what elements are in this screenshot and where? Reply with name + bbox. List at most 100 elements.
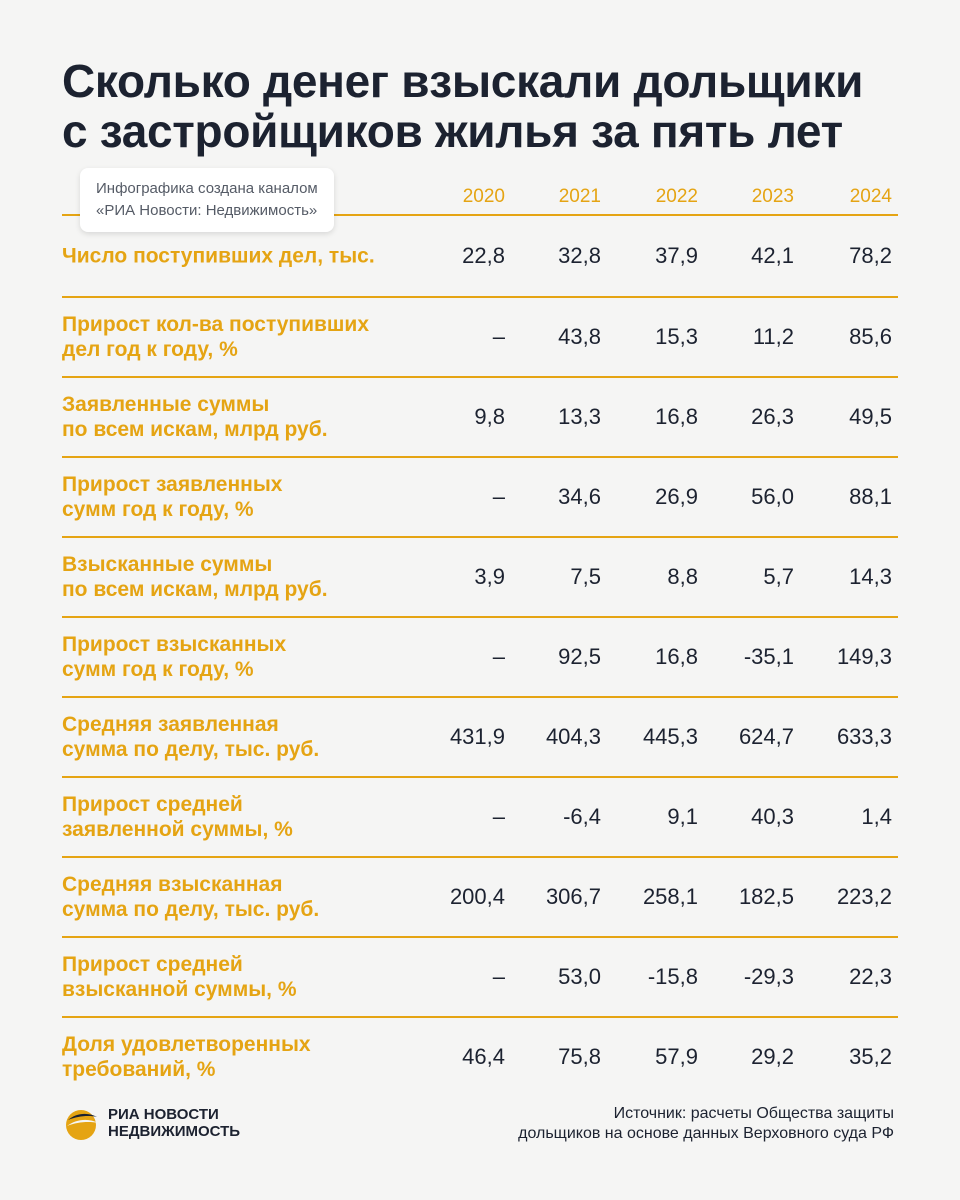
table-cell: 306,7 (545, 884, 601, 909)
table-cell: 182,5 (738, 884, 794, 909)
row-label-line: Прирост средней (62, 793, 243, 816)
table-cell: – (492, 484, 505, 509)
row-label-line: Прирост взысканных (62, 633, 287, 656)
table-body: Число поступивших дел, тыс. 22,8 32,8 37,9 4… (62, 216, 898, 1096)
row-label-line: Заявленные суммы (62, 393, 270, 416)
ria-logo: РИА НОВОСТИ НЕДВИЖИМОСТЬ (62, 1104, 240, 1142)
table-cell: 445,3 (642, 724, 698, 749)
row-label-line: сумм год к году, % (62, 658, 254, 681)
table-cell: 42,1 (751, 243, 794, 268)
table-cell: 7,5 (570, 564, 601, 589)
column-header: 2021 (558, 186, 601, 207)
row-label-line: сумм год к году, % (62, 498, 254, 521)
row-label: Прирост взысканных сумм год к году, % (62, 632, 422, 682)
table-cell: 56,0 (751, 484, 794, 509)
row-label: Прирост заявленных сумм год к году, % (62, 472, 422, 522)
table-cell: – (492, 324, 505, 349)
table-cell: 26,9 (655, 484, 698, 509)
row-label-line: Средняя взысканная (62, 873, 283, 896)
table-cell: 13,3 (558, 404, 601, 429)
row-label-line: дел год к году, % (62, 338, 238, 361)
logo-line: НЕДВИЖИМОСТЬ (108, 1123, 241, 1140)
source-note: Источник: расчеты Общества защиты дольщи… (518, 1104, 894, 1144)
page-title: Сколько денег взыскали дольщики с застро… (62, 56, 922, 156)
table-cell: 633,3 (836, 724, 892, 749)
table-cell: 149,3 (836, 644, 892, 669)
table-row: Средняя заявленная сумма по делу, тыс. ру… (62, 698, 898, 778)
table-cell: 11,2 (752, 324, 794, 349)
table-cell: – (492, 964, 505, 989)
source-line: дольщиков на основе данных Верховного су… (518, 1125, 894, 1142)
row-label: Прирост кол-ва поступивших дел год к году… (62, 312, 422, 362)
row-label: Заявленные суммы по всем искам, млрд руб. (62, 392, 422, 442)
row-label-line: Взысканные суммы (62, 553, 273, 576)
table-cell: 9,8 (474, 404, 505, 429)
column-header: 2023 (751, 186, 794, 207)
row-label-line: по всем искам, млрд руб. (62, 578, 328, 601)
table-cell: 40,3 (751, 804, 794, 829)
table-cell: 26,3 (751, 404, 794, 429)
credit-badge: Инфографика создана каналом «РИА Новости… (80, 168, 334, 232)
table-cell: 223,2 (836, 884, 892, 909)
column-header: 2020 (462, 186, 505, 207)
row-label-line: Прирост средней (62, 953, 243, 976)
table-cell: 75,8 (558, 1044, 601, 1069)
table-cell: 404,3 (545, 724, 601, 749)
table-cell: 37,9 (655, 243, 698, 268)
table-cell: 431,9 (449, 724, 505, 749)
table-cell: 22,8 (462, 243, 505, 268)
row-label-line: Прирост заявленных (62, 473, 283, 496)
table-cell: 16,8 (655, 644, 698, 669)
table-cell: 46,4 (462, 1044, 505, 1069)
table-row: Прирост средней заявленной суммы, % – -6,4 9… (62, 778, 898, 858)
table-cell: 8,8 (667, 564, 698, 589)
table-cell: 3,9 (474, 564, 505, 589)
row-label-line: по всем искам, млрд руб. (62, 418, 328, 441)
row-label-line: Прирост кол-ва поступивших (62, 313, 370, 336)
table-row: Доля удовлетворенных требований, % 46,4 75,… (62, 1018, 898, 1096)
row-label: Взысканные суммы по всем искам, млрд руб. (62, 552, 422, 602)
logo-line: РИА НОВОСТИ (108, 1106, 219, 1123)
row-label-line: взысканной суммы, % (62, 978, 297, 1001)
table-cell: 35,2 (849, 1044, 892, 1069)
table-row: Прирост взысканных сумм год к году, % – 92,… (62, 618, 898, 698)
credit-line: «РИА Новости: Недвижимость» (96, 202, 318, 219)
table-cell: – (492, 804, 505, 829)
data-table: 2020 2021 2022 2023 2024 Число поступивш… (62, 176, 898, 1096)
row-label-line: Средняя заявленная (62, 713, 279, 736)
row-label-line: требований, % (62, 1058, 216, 1081)
table-cell: 78,2 (849, 243, 892, 268)
row-label-line: Доля удовлетворенных (62, 1033, 311, 1056)
table-cell: -6,4 (563, 804, 601, 829)
row-label: Прирост средней заявленной суммы, % (62, 792, 422, 842)
source-line: Источник: расчеты Общества защиты (613, 1105, 894, 1122)
table-cell: 57,9 (655, 1044, 698, 1069)
table-row: Заявленные суммы по всем искам, млрд руб.… (62, 378, 898, 458)
table-row: Прирост кол-ва поступивших дел год к году… (62, 298, 898, 378)
row-label-line: сумма по делу, тыс. руб. (62, 738, 320, 761)
column-header: 2022 (655, 186, 698, 207)
title-line: с застройщиков жилья за пять лет (62, 105, 843, 157)
table-cell: 14,3 (849, 564, 892, 589)
table-cell: 624,7 (738, 724, 794, 749)
row-label-line: Число поступивших дел, тыс. (62, 244, 375, 268)
table-row: Средняя взысканная сумма по делу, тыс. ру… (62, 858, 898, 938)
table-cell: 16,8 (655, 404, 698, 429)
table-cell: – (492, 644, 505, 669)
table-cell: 9,1 (667, 804, 698, 829)
credit-line: Инфографика создана каналом (96, 180, 318, 197)
row-label: Число поступивших дел, тыс. (62, 244, 422, 269)
column-header: 2024 (849, 186, 892, 207)
row-label-line: заявленной суммы, % (62, 818, 293, 841)
table-cell: -15,8 (647, 964, 698, 989)
table-header-row: 2020 2021 2022 2023 2024 (62, 176, 898, 216)
title-line: Сколько денег взыскали дольщики (62, 55, 864, 107)
row-label: Прирост средней взысканной суммы, % (62, 952, 422, 1002)
table-row: Взысканные суммы по всем искам, млрд руб.… (62, 538, 898, 618)
table-cell: 53,0 (558, 964, 601, 989)
table-cell: 34,6 (558, 484, 601, 509)
table-cell: 85,6 (849, 324, 892, 349)
ria-logo-icon (62, 1104, 100, 1142)
table-cell: 92,5 (558, 644, 601, 669)
table-cell: 1,4 (861, 804, 892, 829)
